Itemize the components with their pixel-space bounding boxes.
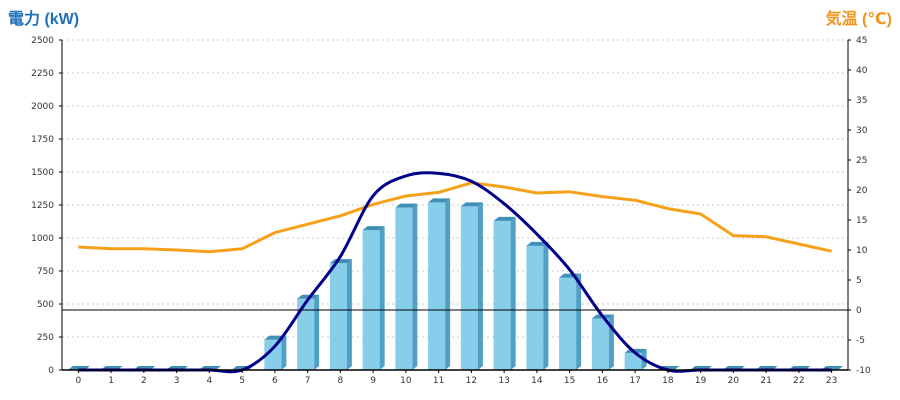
right-tick-label: 20 [856, 186, 868, 196]
bar-top [526, 241, 549, 246]
right-tick-label: 5 [856, 276, 862, 286]
bar-side [281, 335, 287, 370]
bar-top [362, 226, 385, 231]
left-axis-title: 電力 (kW) [8, 5, 79, 29]
right-axis-title: 気温 (℃) [826, 5, 892, 29]
bar-side [314, 294, 320, 370]
bar-front [460, 206, 478, 370]
bar-front [297, 298, 315, 370]
bar-front [362, 230, 380, 370]
right-tick-label: 45 [856, 36, 867, 46]
right-tick-label: 0 [856, 306, 862, 316]
right-tick-label: 25 [856, 156, 867, 166]
bar-side [543, 241, 549, 370]
bar-side [477, 202, 483, 370]
bar-front [329, 263, 347, 370]
power-bars [67, 198, 844, 370]
left-tick-label: 0 [48, 366, 54, 376]
x-tick-label: 10 [400, 376, 412, 386]
left-tick-label: 2500 [31, 36, 54, 46]
bar-side [576, 273, 582, 370]
bar-front [493, 220, 511, 370]
axes [59, 39, 851, 373]
left-tick-label: 1750 [31, 135, 54, 145]
x-tick-label: 21 [760, 376, 771, 386]
bar-side [412, 203, 418, 370]
bar-front [591, 318, 609, 370]
x-tick-label: 3 [174, 376, 180, 386]
power-line [78, 171, 832, 374]
left-tick-label: 250 [37, 333, 54, 343]
series-lines [78, 171, 832, 374]
bar-top [460, 202, 483, 207]
bar-front [624, 352, 642, 370]
right-tick-label: -10 [856, 366, 871, 376]
x-tick-label: 12 [466, 376, 477, 386]
right-tick-label: 10 [856, 246, 868, 256]
x-tick-label: 4 [207, 376, 213, 386]
bar-side [346, 259, 352, 370]
x-tick-label: 15 [564, 376, 575, 386]
bar-top [297, 294, 320, 299]
x-tick-label: 22 [793, 376, 804, 386]
left-tick-label: 2250 [31, 69, 54, 79]
bar-front [395, 207, 413, 370]
left-tick-label: 500 [37, 300, 54, 310]
bar-top [395, 203, 418, 208]
x-tick-label: 14 [531, 376, 543, 386]
left-tick-label: 1250 [31, 201, 54, 211]
left-tick-label: 750 [37, 267, 54, 277]
x-tick-label: 13 [498, 376, 509, 386]
left-axis-title-text: 電力 (kW) [8, 11, 80, 28]
bar-front [526, 245, 544, 370]
right-tick-label: 35 [856, 96, 867, 106]
left-tick-label: 2000 [31, 102, 54, 112]
tick-labels: 02505007501000125015001750200022502500-1… [31, 36, 871, 386]
bar-front [428, 202, 446, 370]
right-axis-title-text: 気温 (℃) [825, 11, 892, 28]
right-tick-label: 40 [856, 66, 868, 76]
grid-lines [62, 39, 848, 338]
x-tick-label: 9 [370, 376, 376, 386]
right-tick-label: 15 [856, 216, 867, 226]
bar-side [379, 226, 385, 370]
bar-top [493, 216, 516, 221]
x-tick-label: 5 [239, 376, 245, 386]
x-tick-label: 19 [695, 376, 707, 386]
right-tick-label: -5 [856, 336, 865, 346]
x-tick-label: 18 [662, 376, 674, 386]
x-tick-label: 1 [108, 376, 114, 386]
x-tick-label: 8 [338, 376, 344, 386]
left-tick-label: 1000 [31, 234, 54, 244]
x-tick-label: 7 [305, 376, 311, 386]
bar-side [445, 198, 451, 370]
bar-front [559, 277, 577, 370]
x-tick-label: 23 [826, 376, 837, 386]
x-tick-label: 0 [76, 376, 82, 386]
right-tick-label: 30 [856, 126, 868, 136]
bar-front [264, 339, 282, 370]
bar-side [510, 216, 516, 370]
x-tick-label: 16 [597, 376, 609, 386]
x-tick-label: 17 [629, 376, 640, 386]
x-tick-label: 11 [433, 376, 444, 386]
temperature-line [78, 181, 832, 254]
x-tick-label: 2 [141, 376, 147, 386]
bar-top [428, 198, 451, 203]
x-tick-label: 20 [728, 376, 740, 386]
left-tick-label: 1500 [31, 168, 54, 178]
x-tick-label: 6 [272, 376, 278, 386]
